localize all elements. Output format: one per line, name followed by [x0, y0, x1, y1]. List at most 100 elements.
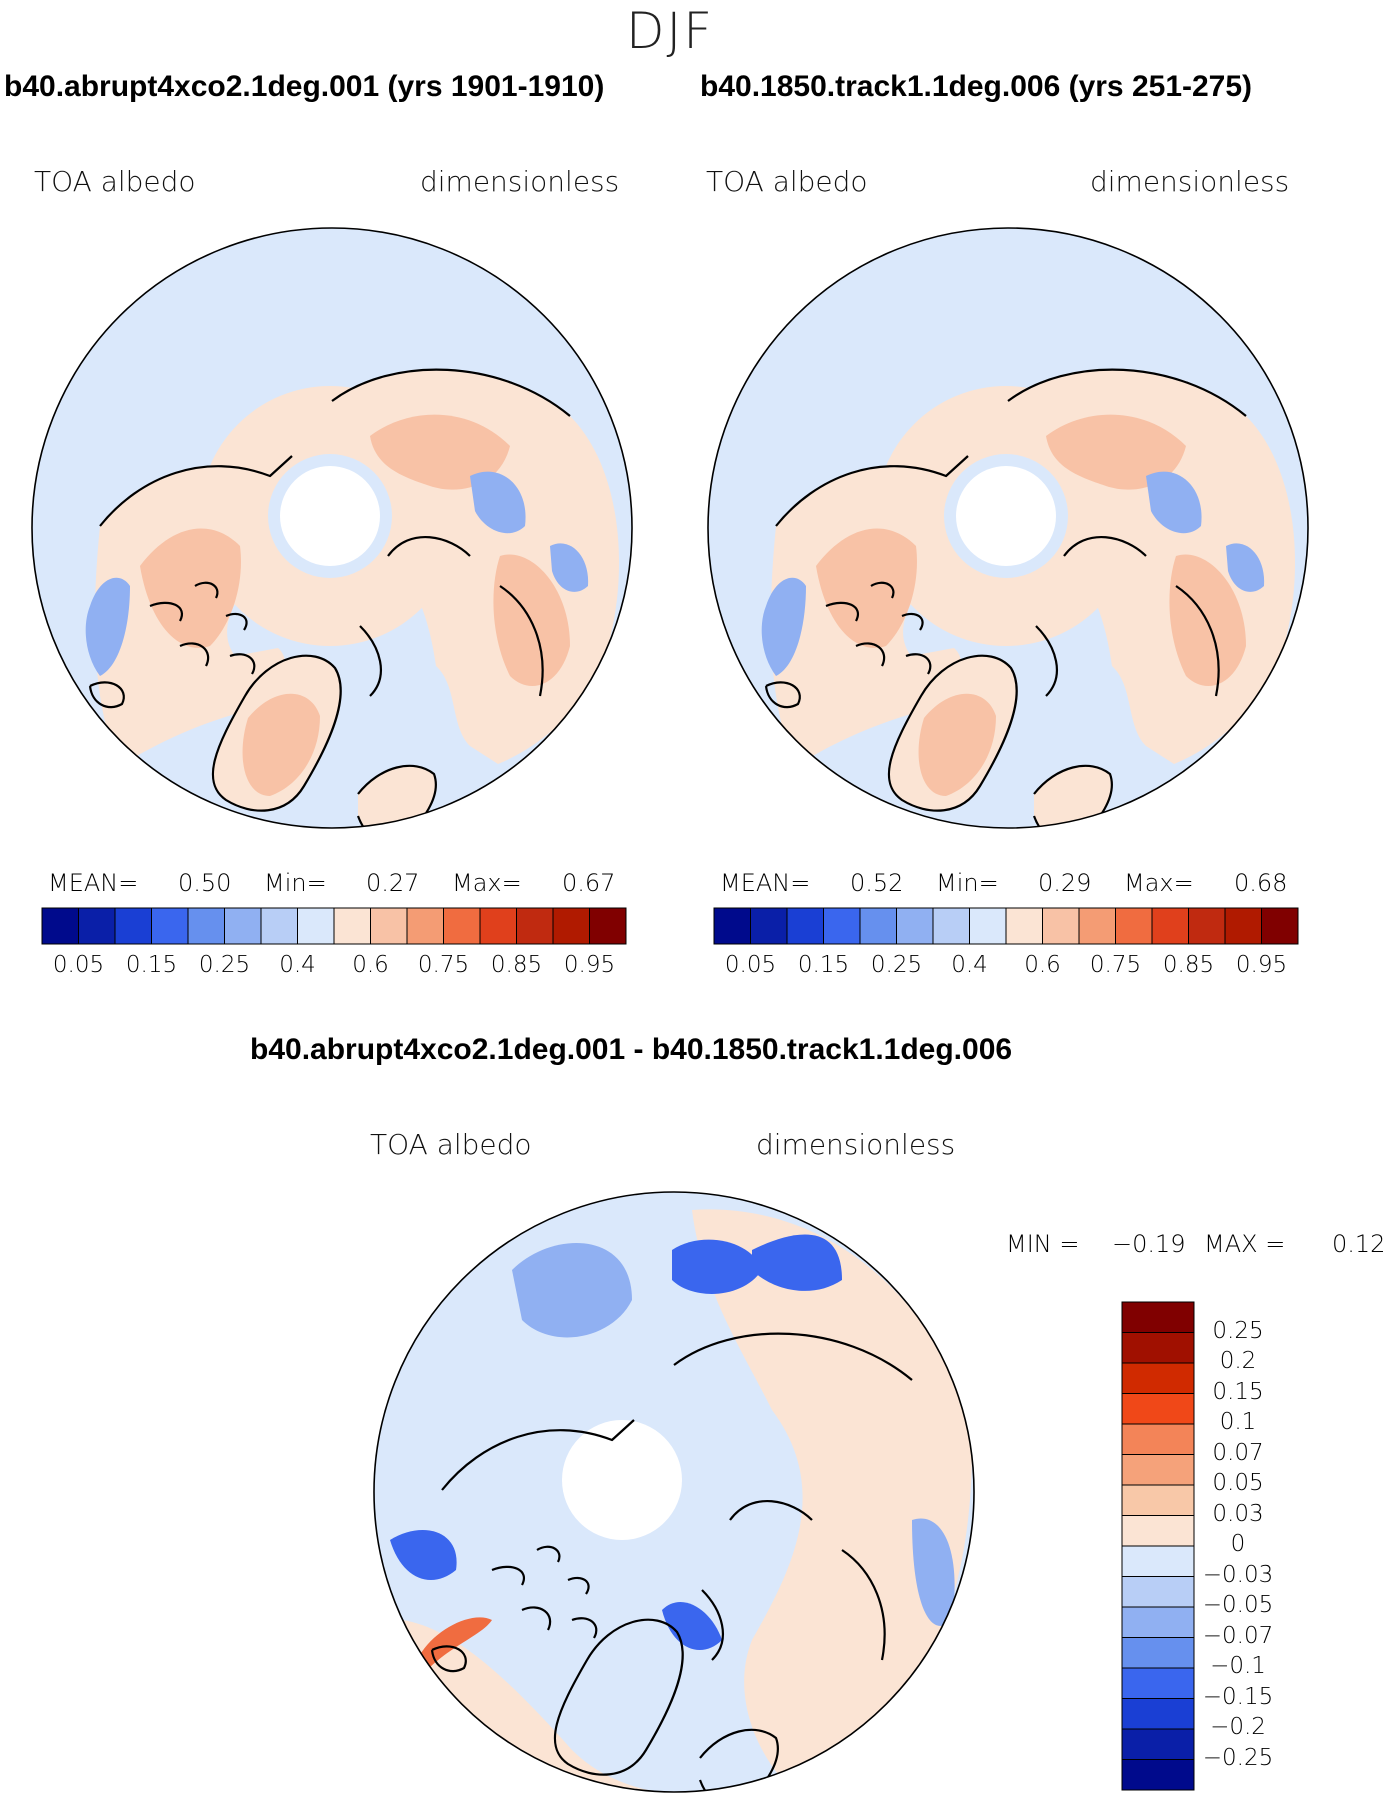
diff-map-coastline — [553, 1618, 684, 1776]
panel1-colorbar-tick-label: 0.85 — [490, 952, 543, 978]
panel2-colorbar-swatch — [1224, 907, 1262, 945]
panel2-map-coastline — [1032, 764, 1113, 828]
panel2-map-coastline — [764, 681, 801, 709]
panel1-polar-map — [31, 227, 633, 829]
panel1-colorbar-tick-label: 0.15 — [125, 952, 178, 978]
diff-colorbar-tick-label: −0.15 — [1202, 1683, 1274, 1710]
panel2-map-low-albedo-region — [1226, 543, 1265, 592]
diff-colorbar-swatch — [1121, 1332, 1195, 1364]
diff-colorbar-tick-label: 0.2 — [1219, 1348, 1257, 1374]
diff-colorbar-tick-label: 0 — [1230, 1531, 1246, 1557]
panel2-map-low-albedo-region — [1146, 471, 1202, 534]
diff-colorbar-swatch — [1121, 1301, 1195, 1333]
panel2-colorbar-swatch — [823, 907, 861, 945]
diff-map-negative-region — [512, 1242, 632, 1338]
panel1-colorbar-swatch — [260, 907, 298, 945]
panel1-max-label: Max= — [452, 869, 522, 897]
diff-map-coastline — [698, 1728, 779, 1792]
panel2-map-high-albedo-region — [816, 528, 917, 648]
diff-map-coastline — [491, 1545, 590, 1595]
diff-colorbar-tick-label: 0.05 — [1212, 1470, 1264, 1496]
panel1-map-low-albedo-region — [470, 471, 526, 534]
diff-colorbar-swatch — [1121, 1606, 1195, 1638]
diff-colorbar-swatch — [1121, 1393, 1195, 1425]
panel2-colorbar-swatch — [1115, 907, 1153, 945]
panel1-case-title: b40.abrupt4xco2.1deg.001 (yrs 1901-1910) — [4, 70, 605, 103]
diff-map-coastline — [841, 1549, 886, 1661]
diff-colorbar-swatch — [1121, 1728, 1195, 1760]
panel1-mean-label: MEAN= — [48, 869, 139, 897]
diff-colorbar-swatch — [1121, 1515, 1195, 1547]
diff-map-coastline — [701, 1589, 724, 1661]
diff-colorbar-tick-label: −0.2 — [1210, 1714, 1266, 1740]
panel2-map-map-border — [707, 227, 1309, 829]
panel2-colorbar-swatch — [932, 907, 970, 945]
diff-colorbar-swatch — [1121, 1667, 1195, 1699]
panel2-colorbar-swatch — [1151, 907, 1189, 945]
diff-colorbar-tick-label: −0.1 — [1210, 1653, 1266, 1679]
diff-max-value: 0.12 — [1332, 1230, 1386, 1258]
panel1-colorbar-swatch — [516, 907, 554, 945]
panel1-colorbar-swatch — [589, 907, 627, 945]
diff-map-map-border — [373, 1191, 975, 1793]
panel2-colorbar-tick-label: 0.25 — [870, 952, 923, 978]
diff-field-label: TOA albedo — [370, 1128, 532, 1161]
panel1-colorbar-swatch — [41, 907, 79, 945]
panel1-min-label: Min= — [264, 869, 327, 897]
diff-colorbar-swatch — [1121, 1454, 1195, 1486]
panel1-map-low-albedo-region — [550, 543, 589, 592]
panel1-colorbar-swatch — [479, 907, 517, 945]
panel2-colorbar-tick-label: 0.95 — [1235, 952, 1288, 978]
panel1-colorbar-swatch — [78, 907, 116, 945]
diff-map-strong-negative-region — [662, 1601, 722, 1650]
panel1-map-coastline — [99, 455, 293, 527]
panel2-colorbar-swatch — [1188, 907, 1226, 945]
diff-colorbar-tick-label: 0.07 — [1212, 1439, 1264, 1466]
panel2-map-coastline — [1063, 535, 1147, 557]
panel2-units-label: dimensionless — [1090, 165, 1290, 198]
panel1-colorbar-swatch — [406, 907, 444, 945]
diff-colorbar-tick-label: 0.03 — [1212, 1500, 1264, 1527]
diff-map-strong-negative-region — [672, 1239, 762, 1294]
panel1-colorbar-tick-label: 0.6 — [352, 952, 389, 978]
diff-colorbar-swatch — [1121, 1698, 1195, 1730]
panel2-map-coastline — [1175, 585, 1220, 697]
diff-map-coastline — [673, 1332, 913, 1381]
panel1-max-value: 0.67 — [562, 869, 616, 897]
diff-map-positive-anomaly — [417, 1617, 492, 1670]
panel1-map-coastline — [387, 535, 471, 557]
panel1-mean-value: 0.50 — [178, 869, 232, 897]
panel2-colorbar-tick-label: 0.75 — [1089, 952, 1142, 978]
panel1-colorbar — [41, 907, 627, 945]
panel1-colorbar-swatch — [187, 907, 225, 945]
panel2-polar-map — [707, 227, 1309, 829]
panel2-map-high-albedo-region — [1046, 414, 1186, 490]
panel1-colorbar-tick-label: 0.75 — [417, 952, 470, 978]
panel2-case-title: b40.1850.track1.1deg.006 (yrs 251-275) — [700, 70, 1253, 103]
panel1-colorbar-tick-label: 0.95 — [563, 952, 616, 978]
panel2-map-coastline — [775, 455, 969, 527]
diff-min-label: MIN = — [1006, 1230, 1080, 1258]
panel1-colorbar-swatch — [114, 907, 152, 945]
panel1-colorbar-tick-label: 0.05 — [52, 952, 105, 978]
panel2-map-coastline — [887, 654, 1018, 812]
panel1-map-coastline — [236, 821, 266, 828]
panel1-map-coastline — [359, 625, 382, 697]
diff-map-positive-region — [692, 1209, 972, 1790]
panel2-max-label: Max= — [1124, 869, 1194, 897]
diff-title: b40.abrupt4xco2.1deg.001 - b40.1850.trac… — [250, 1033, 1013, 1066]
panel2-colorbar-swatch — [1261, 907, 1299, 945]
panel1-map-coastline — [149, 581, 248, 631]
panel2-map-coastline — [912, 821, 942, 828]
panel2-map-coastline — [1007, 368, 1247, 417]
panel1-map-low-albedo-region — [85, 577, 130, 676]
panel2-mean-label: MEAN= — [720, 869, 811, 897]
panel2-min-value: 0.29 — [1038, 869, 1092, 897]
diff-colorbar-swatch — [1121, 1576, 1195, 1608]
diff-colorbar-swatch — [1121, 1637, 1195, 1669]
panel1-map-high-albedo-region — [242, 693, 320, 796]
panel1-map-coastline — [179, 642, 256, 675]
panel2-colorbar-swatch — [1042, 907, 1080, 945]
panel2-max-value: 0.68 — [1234, 869, 1288, 897]
diff-map-coastline — [430, 1645, 467, 1673]
